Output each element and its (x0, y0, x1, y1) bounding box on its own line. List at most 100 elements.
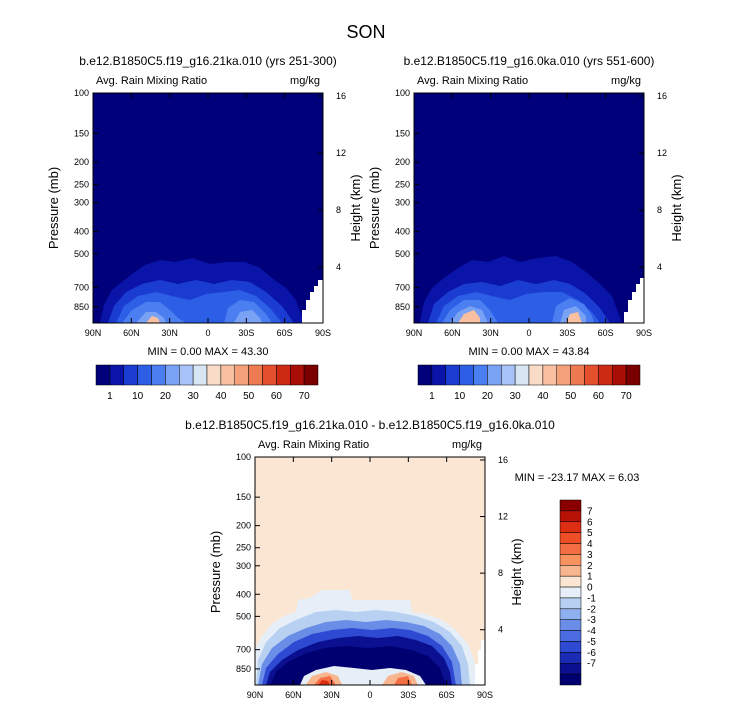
x-tick-label: 30S (559, 328, 575, 338)
y-tick-label: 100 (74, 88, 89, 98)
x-tick-label: 60N (285, 690, 302, 700)
colorbar-swatch (559, 586, 582, 599)
colorbar-label: 20 (482, 391, 494, 402)
colorbar-label: 6 (587, 517, 593, 528)
colorbar-swatch (179, 364, 194, 386)
panel-difference-ylabel: Pressure (mb) (208, 531, 223, 613)
colorbar-label: 70 (299, 391, 311, 402)
x-tick-label: 0 (205, 328, 210, 338)
x-tick-label: 60S (598, 328, 614, 338)
colorbar-swatch (559, 543, 582, 555)
contour-level-6 (146, 316, 160, 323)
y-tick-label: 100 (395, 88, 410, 98)
colorbar-swatch (559, 641, 582, 653)
colorbar-swatch (559, 532, 582, 544)
colorbar-swatch (559, 597, 582, 610)
y-tick-label: 850 (74, 302, 89, 312)
colorbar-label: 50 (565, 391, 577, 402)
y-tick-label: 700 (74, 282, 89, 292)
colorbar-label: 1 (429, 391, 435, 402)
panel-middle-field (414, 93, 644, 323)
colorbar-swatch (559, 608, 582, 620)
x-tick-label: 90S (477, 690, 493, 700)
y2-tick-label: 16 (657, 91, 667, 101)
x-tick-label: 60N (123, 328, 140, 338)
colorbar-swatch (570, 364, 585, 386)
x-tick-label: 30N (323, 690, 340, 700)
y-tick-label: 150 (74, 129, 89, 139)
colorbar-label: -2 (587, 604, 596, 615)
y-tick-label: 400 (395, 226, 410, 236)
colorbar-label: 1 (587, 572, 593, 583)
colorbar-label: 70 (621, 391, 633, 402)
panel-left-field (93, 93, 323, 323)
colorbar-swatch (598, 364, 613, 386)
x-tick-label: 0 (526, 328, 531, 338)
figure-title: SON (346, 22, 385, 42)
colorbar-label: 3 (587, 550, 593, 561)
y-tick-label: 400 (236, 589, 251, 599)
colorbar-swatch (123, 364, 138, 386)
y-tick-label: 150 (395, 129, 410, 139)
contour-pos-1 (306, 672, 418, 685)
y-tick-label: 500 (74, 249, 89, 259)
y-tick-label: 700 (395, 282, 410, 292)
panel-middle: b.e12.B1850C5.f19_g16.0ka.010 (yrs 551-6… (367, 54, 684, 358)
colorbar-label: -3 (587, 615, 596, 626)
colorbar-label: 30 (510, 391, 522, 402)
panel-middle-stats: MIN = 0.00 MAX = 43.84 (468, 346, 589, 358)
panel-left: b.e12.B1850C5.f19_g16.21ka.010 (yrs 251-… (46, 54, 363, 358)
panel-middle-axes: 90N 60N 30N 0 30S 60S 90S 100 150 200 250 300 400 500… (395, 88, 667, 338)
colorbar-label: -6 (587, 648, 596, 659)
panel-left-title: b.e12.B1850C5.f19_g16.21ka.010 (yrs 251-… (79, 54, 337, 68)
colorbar-swatch (514, 364, 530, 386)
y2-tick-label: 4 (657, 262, 662, 272)
y-tick-label: 850 (236, 664, 251, 674)
colorbar-swatch (248, 364, 263, 386)
colorbar-swatch (220, 364, 235, 386)
y2-tick-label: 12 (657, 148, 667, 158)
panel-middle-variable-label: Avg. Rain Mixing Ratio (417, 75, 528, 87)
y-tick-label: 250 (236, 543, 251, 553)
colorbar-label: 0 (587, 583, 593, 594)
y-tick-label: 500 (395, 249, 410, 259)
panel-left-ylabel: Pressure (mb) (46, 167, 61, 249)
x-tick-label: 60S (439, 690, 455, 700)
colorbar-label: -1 (587, 593, 596, 604)
colorbar-label: 40 (537, 391, 549, 402)
y-tick-label: 250 (74, 180, 89, 190)
x-tick-label: 90S (636, 328, 652, 338)
y2-tick-label: 4 (498, 625, 503, 635)
x-tick-label: 90S (315, 328, 331, 338)
colorbar-swatch (109, 364, 124, 386)
colorbar-swatch (559, 510, 582, 523)
colorbar-swatch (276, 364, 291, 386)
y-tick-label: 500 (236, 611, 251, 621)
colorbar-swatch (559, 619, 582, 631)
contour-pos-5 (318, 680, 330, 685)
y-tick-label: 100 (236, 452, 251, 462)
colorbar-swatch (459, 364, 474, 386)
colorbar-middle: 1 10 20 30 40 50 60 70 (417, 364, 641, 402)
y-tick-label: 200 (74, 157, 89, 167)
colorbar-label: 30 (188, 391, 200, 402)
colorbar-label: 1 (107, 391, 113, 402)
colorbar-swatch (559, 554, 582, 566)
panel-difference: b.e12.B1850C5.f19_g16.21ka.010 - b.e12.B… (185, 418, 639, 700)
x-tick-label: 60S (277, 328, 293, 338)
panel-difference-y2label: Height (km) (509, 538, 524, 605)
colorbar-swatch (559, 673, 582, 686)
colorbar-swatch (625, 364, 641, 386)
colorbar-swatch (542, 364, 557, 386)
colorbar-swatch (192, 364, 208, 386)
colorbar-label: 10 (132, 391, 144, 402)
colorbar-label: 5 (587, 528, 593, 539)
x-tick-label: 90N (85, 328, 102, 338)
panel-left-units-label: mg/kg (290, 75, 320, 87)
panel-middle-title: b.e12.B1850C5.f19_g16.0ka.010 (yrs 551-6… (404, 54, 655, 68)
colorbar-swatch (262, 364, 277, 386)
y2-tick-label: 4 (336, 262, 341, 272)
colorbar-swatch (559, 662, 582, 675)
